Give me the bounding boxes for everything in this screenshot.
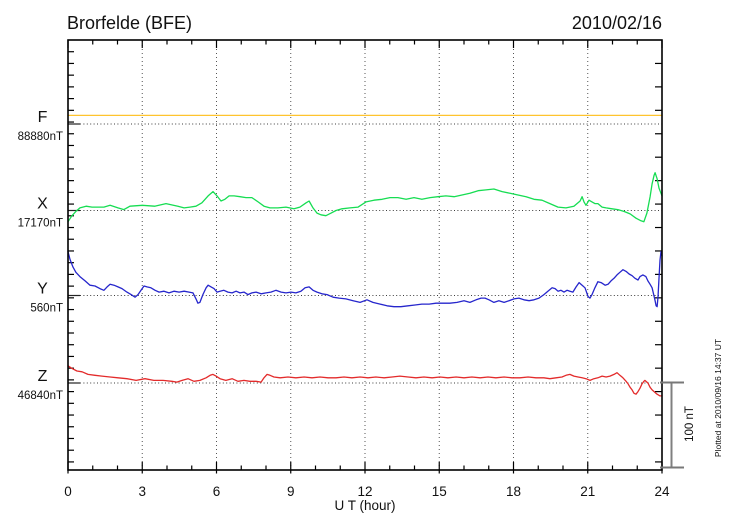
hour-label-3: 3 xyxy=(138,484,146,499)
plotted-at-note: Plotted at 2010/09/16 14:37 UT xyxy=(713,339,723,457)
component-value-F: 88880nT xyxy=(18,131,63,143)
hour-tick-labels-layer: 0 3 6 9 12 15 18 21 24 xyxy=(64,484,670,499)
component-value-Z: 46840nT xyxy=(18,390,63,402)
plot-frame xyxy=(67,39,663,471)
component-letter-F: F xyxy=(38,109,48,126)
plot-date: 2010/02/16 xyxy=(572,13,662,33)
hour-label-9: 9 xyxy=(287,484,295,499)
data-curves-layer xyxy=(67,114,663,397)
scale-bar: 100 nT xyxy=(660,381,696,469)
curve-Y xyxy=(67,250,663,308)
curve-X xyxy=(67,172,663,223)
component-letter-Z: Z xyxy=(38,368,48,385)
curve-Z xyxy=(67,365,663,397)
component-letter-Y: Y xyxy=(37,281,48,298)
component-letter-X: X xyxy=(37,196,48,213)
baselines-layer xyxy=(68,123,662,384)
hour-label-15: 15 xyxy=(432,484,447,499)
hour-label-0: 0 xyxy=(64,484,72,499)
page-title: Brorfelde (BFE) xyxy=(67,13,192,33)
component-labels-layer: F 88880nT X 17170nT Y 560nT Z 46840nT xyxy=(18,109,63,402)
hour-label-12: 12 xyxy=(357,484,372,499)
scale-bar-label: 100 nT xyxy=(684,406,696,442)
component-value-Y: 560nT xyxy=(30,303,63,315)
axis-ticks-layer xyxy=(67,40,663,474)
x-axis-label: U T (hour) xyxy=(334,498,395,513)
grid-lines-layer xyxy=(141,41,589,469)
hour-label-6: 6 xyxy=(213,484,221,499)
component-value-X: 17170nT xyxy=(18,218,63,230)
hour-label-24: 24 xyxy=(654,484,670,499)
hour-label-21: 21 xyxy=(580,484,595,499)
hour-label-18: 18 xyxy=(506,484,521,499)
